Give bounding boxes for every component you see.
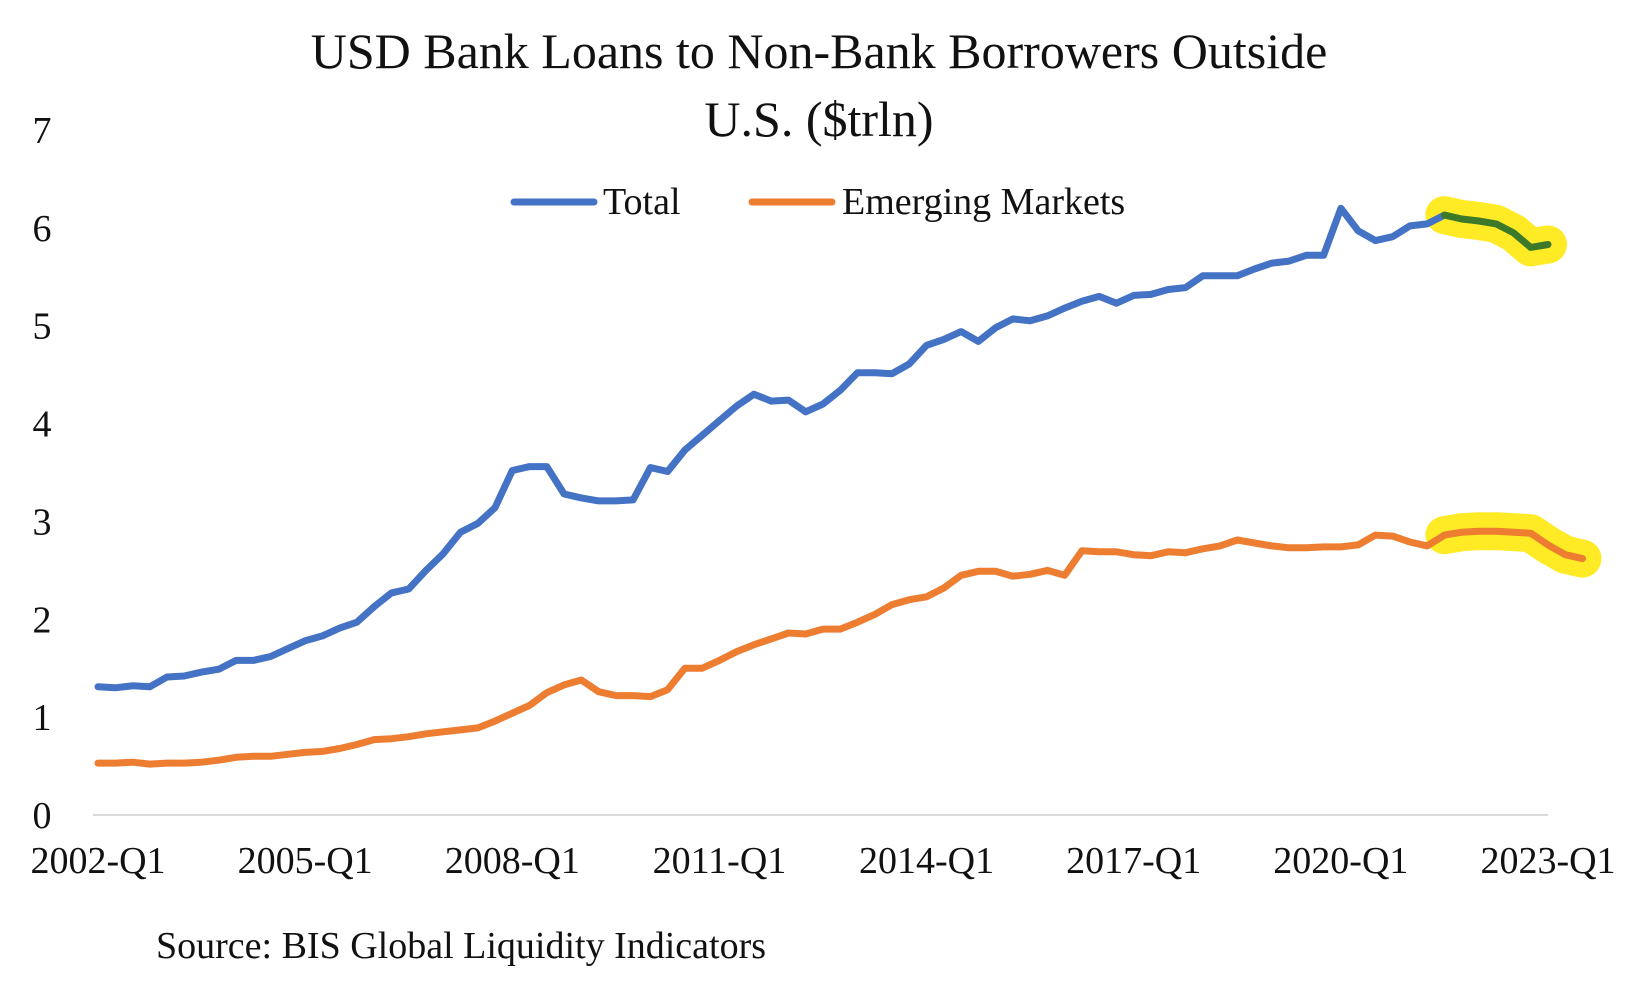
x-tick-label: 2014-Q1 (859, 840, 994, 882)
legend-label-emerging-markets: Emerging Markets (842, 181, 1125, 223)
source-note: Source: BIS Global Liquidity Indicators (156, 925, 766, 967)
series-line-highlighted-emerging-markets (1440, 527, 1586, 563)
x-tick-label: 2023-Q1 (1480, 840, 1615, 882)
x-axis-ticks: 2002-Q1 2005-Q1 2008-Q1 2011-Q1 2014-Q1 2017-… (30, 840, 1615, 882)
y-tick-label: 4 (33, 404, 52, 446)
series-line-total (94, 204, 1448, 692)
highlight-marks (1425, 196, 1602, 578)
y-tick-label: 3 (33, 501, 52, 543)
series-line-highlighted-total (1440, 211, 1552, 251)
x-tick-label: 2011-Q1 (653, 840, 787, 882)
series-line-emerging-markets (94, 531, 1448, 768)
x-tick-label: 2020-Q1 (1273, 840, 1408, 882)
y-tick-label: 5 (33, 306, 52, 348)
x-tick-label: 2005-Q1 (238, 840, 373, 882)
y-axis-ticks: 0 1 2 3 4 5 6 7 (33, 110, 52, 837)
x-tick-label: 2002-Q1 (30, 840, 165, 882)
chart-title-line-2: U.S. ($trln) (704, 91, 933, 147)
y-tick-label: 1 (33, 697, 52, 739)
y-tick-label: 6 (33, 208, 52, 250)
x-tick-label: 2017-Q1 (1066, 840, 1201, 882)
y-tick-label: 0 (33, 795, 52, 837)
chart-title-line-1: USD Bank Loans to Non-Bank Borrowers Out… (311, 23, 1328, 79)
y-tick-label: 7 (33, 110, 52, 152)
x-tick-label: 2008-Q1 (445, 840, 580, 882)
legend-label-total: Total (603, 181, 681, 223)
series-lines (94, 204, 1586, 768)
y-tick-label: 2 (33, 599, 52, 641)
legend: Total Emerging Markets (510, 181, 1125, 223)
